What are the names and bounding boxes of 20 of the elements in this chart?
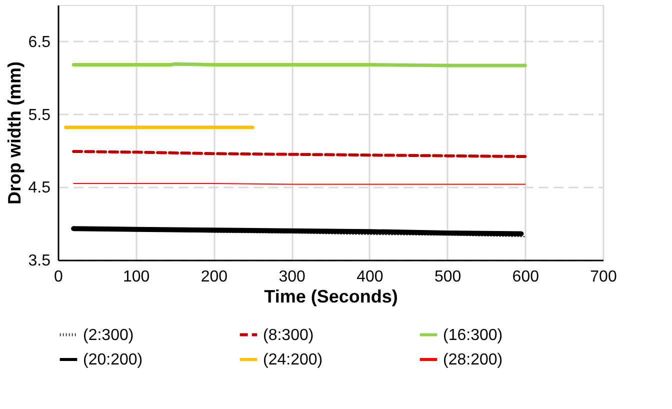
x-tick-label: 0 <box>54 268 64 286</box>
x-tick-label: 200 <box>200 268 228 286</box>
x-tick-label: 500 <box>434 268 462 286</box>
legend-label: (20:200) <box>83 352 143 368</box>
x-tick-label: 700 <box>590 268 617 286</box>
x-tick-label: 400 <box>356 268 384 286</box>
x-tick-label: 100 <box>123 268 150 286</box>
x-tick-label: 600 <box>512 268 540 286</box>
x-tick-label: 300 <box>278 268 306 286</box>
legend-label: (24:200) <box>263 352 323 368</box>
legend-label: (2:300) <box>83 326 134 344</box>
legend-label: (28:200) <box>443 352 503 368</box>
y-axis-title: Drop width (mm) <box>4 62 24 204</box>
y-tick-label: 5.5 <box>28 106 51 124</box>
y-tick-label: 3.5 <box>28 252 51 270</box>
y-tick-label: 4.5 <box>28 180 51 197</box>
legend-label: (8:300) <box>263 326 314 344</box>
legend-label: (16:300) <box>443 326 503 344</box>
y-tick-label: 6.5 <box>28 34 51 51</box>
x-axis-title: Time (Seconds) <box>264 286 398 306</box>
